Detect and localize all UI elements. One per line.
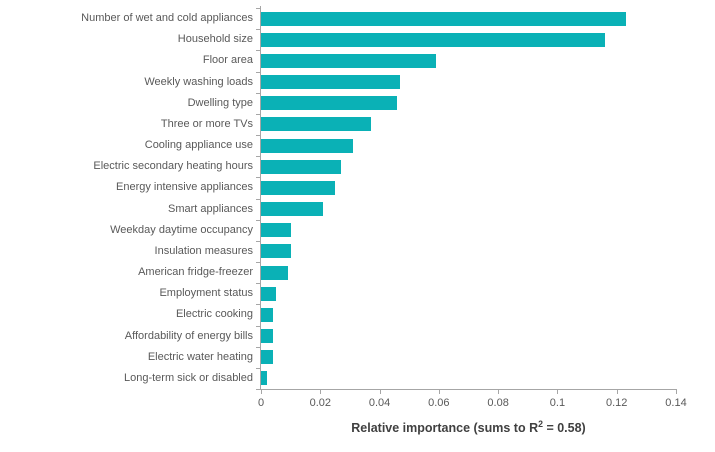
- y-axis-line: [260, 6, 261, 390]
- y-axis-tick: [256, 283, 261, 285]
- x-axis-tick-label: 0.06: [428, 397, 450, 409]
- x-axis-tick-label: 0.02: [309, 397, 331, 409]
- y-axis-tick: [256, 135, 261, 136]
- bar-insulation-measures: [261, 244, 291, 259]
- bar-affordability-of-energy-bills: [261, 329, 273, 344]
- category-label-electric-water-heating: Electric water heating: [147, 350, 253, 363]
- y-axis-tick: [256, 325, 261, 327]
- y-axis-tick: [256, 240, 261, 242]
- category-label-number-of-wet-and-cold-appliances: Number of wet and cold appliances: [81, 12, 253, 24]
- bar-weekly-washing-loads: [261, 75, 401, 90]
- x-axis-tick-label: 0.14: [665, 397, 687, 409]
- r-squared-superscript: 2: [538, 418, 543, 429]
- y-axis-tick: [256, 29, 261, 31]
- x-axis-tick-label: 0.04: [368, 397, 391, 409]
- y-axis-tick: [256, 156, 261, 158]
- category-label-weekday-daytime-occupancy: Weekday daytime occupancy: [110, 223, 253, 236]
- category-label-dwelling-type: Dwelling type: [187, 96, 253, 109]
- x-axis-tick: [616, 390, 618, 394]
- y-axis-tick: [256, 346, 261, 348]
- bar-electric-secondary-heating-hours: [261, 159, 342, 174]
- x-axis-line: [256, 389, 677, 390]
- bar-weekday-daytime-occupancy: [261, 223, 291, 238]
- category-label-electric-cooking: Electric cooking: [175, 308, 253, 321]
- bar-electric-cooking: [261, 307, 273, 322]
- y-axis-tick: [256, 304, 261, 306]
- y-axis-tick: [256, 177, 261, 179]
- category-label-energy-intensive-appliances: Energy intensive appliances: [116, 181, 253, 194]
- category-label-american-fridge-freezer: American fridge-freezer: [138, 266, 253, 278]
- x-axis-tick-label: 0.12: [605, 397, 628, 409]
- y-axis-tick: [256, 113, 261, 115]
- x-axis-tick: [676, 390, 677, 394]
- y-axis-tick: [256, 8, 261, 9]
- category-label-long-term-sick-or-disabled: Long-term sick or disabled: [123, 371, 253, 384]
- y-axis-tick: [256, 50, 261, 52]
- x-axis-title-suffix: = 0.58): [542, 421, 586, 435]
- bar-american-fridge-freezer: [261, 265, 288, 280]
- category-label-affordability-of-energy-bills: Affordability of energy bills: [124, 329, 253, 342]
- y-axis-tick: [256, 92, 261, 94]
- x-axis-tick: [438, 390, 440, 394]
- x-axis-title-text: Relative importance (sums to R: [351, 421, 539, 435]
- bar-dwelling-type: [261, 96, 398, 111]
- y-axis-tick: [256, 367, 261, 369]
- bar-employment-status: [261, 286, 276, 301]
- category-label-floor-area: Floor area: [202, 54, 253, 67]
- category-label-insulation-measures: Insulation measures: [154, 244, 253, 257]
- category-label-cooling-appliance-use: Cooling appliance use: [144, 139, 253, 151]
- x-axis-tick-label: 0.08: [487, 397, 509, 409]
- category-label-electric-secondary-heating-hours: Electric secondary heating hours: [93, 160, 253, 173]
- x-axis-tick: [498, 390, 500, 394]
- x-axis-title: Relative importance (sums to R2 = 0.58): [261, 418, 676, 435]
- y-axis-tick: [256, 71, 261, 73]
- bar-smart-appliances: [261, 202, 324, 217]
- bar-energy-intensive-appliances: [261, 180, 336, 195]
- x-axis-tick-label: 0: [257, 397, 265, 409]
- y-axis-tick: [256, 389, 261, 390]
- x-axis-tick: [379, 390, 381, 394]
- bar-floor-area: [261, 53, 436, 68]
- x-axis-tick: [557, 390, 559, 394]
- category-label-weekly-washing-loads: Weekly washing loads: [144, 75, 253, 88]
- x-axis-tick: [261, 390, 262, 394]
- bar-three-or-more-tvs: [261, 117, 371, 132]
- bar-long-term-sick-or-disabled: [261, 371, 267, 386]
- y-axis-tick: [256, 262, 261, 263]
- bar-number-of-wet-and-cold-appliances: [261, 11, 626, 26]
- category-label-smart-appliances: Smart appliances: [168, 202, 253, 215]
- bar-household-size: [261, 32, 605, 47]
- y-axis-tick: [256, 198, 261, 200]
- bar-electric-water-heating: [261, 350, 273, 365]
- category-label-employment-status: Employment status: [159, 287, 253, 300]
- x-axis-tick: [320, 390, 322, 394]
- bar-cooling-appliance-use: [261, 138, 353, 153]
- x-axis-tick-label: 0.1: [549, 397, 566, 409]
- category-label-three-or-more-tvs: Three or more TVs: [160, 117, 253, 130]
- y-axis-tick: [256, 219, 261, 221]
- category-label-household-size: Household size: [177, 33, 253, 46]
